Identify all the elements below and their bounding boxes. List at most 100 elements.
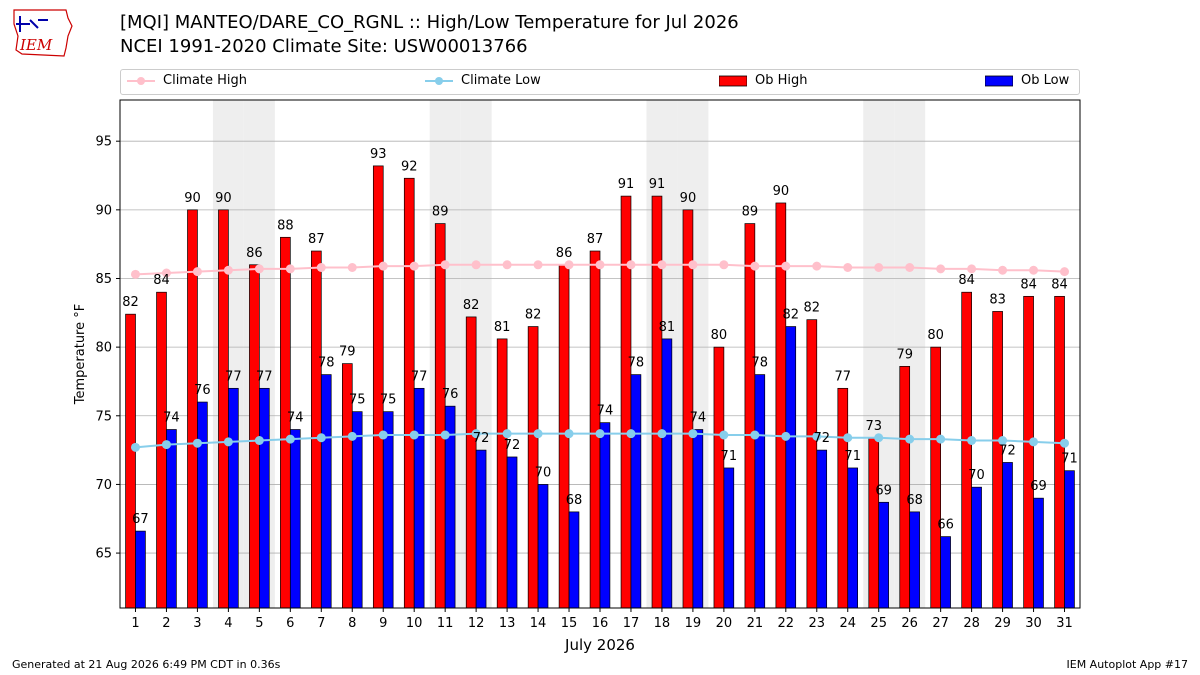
climate-low-point-4 bbox=[223, 437, 233, 447]
ob-high-label-15: 86 bbox=[556, 246, 573, 261]
ob-high-bar-11 bbox=[434, 223, 446, 609]
legend-label-ob-high: Ob High bbox=[755, 73, 808, 88]
ob-high-bar-10 bbox=[403, 177, 415, 609]
climate-high-point-3 bbox=[192, 267, 202, 277]
ob-high-swatch-icon bbox=[719, 75, 747, 86]
climate-high-point-23 bbox=[812, 261, 822, 271]
ob-high-label-8: 79 bbox=[339, 345, 356, 360]
ob-high-label-26: 79 bbox=[896, 347, 913, 362]
climate-high-line-icon bbox=[127, 76, 155, 85]
climate-high-point-30 bbox=[1029, 265, 1039, 275]
climate-low-point-1 bbox=[130, 442, 140, 452]
ob-low-bar-4 bbox=[228, 387, 239, 609]
ob-low-bar-8 bbox=[351, 411, 363, 609]
climate-high-point-16 bbox=[595, 260, 605, 270]
x-tick-label-29: 29 bbox=[994, 616, 1011, 631]
x-tick-label-1: 1 bbox=[131, 616, 139, 631]
x-tick-label-17: 17 bbox=[623, 616, 640, 631]
ob-low-label-20: 71 bbox=[721, 449, 738, 464]
ob-low-label-11: 76 bbox=[442, 387, 459, 402]
x-tick-label-26: 26 bbox=[901, 616, 918, 631]
x-tick-label-31: 31 bbox=[1056, 616, 1073, 631]
climate-high-point-7 bbox=[316, 263, 326, 273]
climate-high-point-14 bbox=[533, 260, 543, 270]
y-axis-label: Temperature °F bbox=[73, 304, 88, 405]
ob-high-bar-12 bbox=[465, 316, 477, 609]
ob-low-bar-14 bbox=[537, 484, 549, 609]
ob-high-label-6: 88 bbox=[277, 218, 294, 233]
legend-label-climate-high: Climate High bbox=[163, 73, 248, 88]
ob-low-bar-9 bbox=[382, 411, 394, 609]
ob-high-bar-28 bbox=[961, 291, 972, 609]
ob-low-bar-3 bbox=[197, 401, 208, 609]
ob-high-label-23: 82 bbox=[804, 301, 821, 316]
ob-high-label-10: 92 bbox=[401, 159, 418, 174]
ob-low-label-10: 77 bbox=[411, 369, 428, 384]
ob-low-label-12: 72 bbox=[473, 431, 490, 446]
ob-high-bar-21 bbox=[744, 223, 756, 609]
ob-high-bar-18 bbox=[651, 195, 663, 609]
ob-low-label-25: 69 bbox=[875, 483, 892, 498]
climate-low-point-14 bbox=[533, 429, 543, 439]
climate-high-point-26 bbox=[905, 263, 915, 273]
climate-high-point-8 bbox=[347, 263, 357, 273]
ob-low-bar-24 bbox=[847, 467, 859, 609]
ob-low-bar-31 bbox=[1064, 470, 1075, 609]
climate-high-point-11 bbox=[440, 260, 450, 270]
y-tick-label-95: 95 bbox=[95, 135, 112, 150]
ob-low-bar-22 bbox=[785, 326, 797, 609]
ob-high-label-7: 87 bbox=[308, 232, 325, 247]
y-tick-label-65: 65 bbox=[95, 547, 112, 562]
climate-low-point-15 bbox=[564, 429, 574, 439]
climate-low-point-7 bbox=[316, 433, 326, 443]
climate-low-point-5 bbox=[254, 435, 264, 445]
ob-low-label-6: 74 bbox=[287, 411, 304, 426]
weather-station-icon bbox=[16, 16, 48, 32]
ob-low-label-19: 74 bbox=[690, 411, 707, 426]
ob-high-bar-1 bbox=[125, 313, 136, 609]
climate-low-point-8 bbox=[347, 431, 357, 441]
climate-low-point-18 bbox=[657, 429, 667, 439]
climate-high-point-1 bbox=[130, 269, 140, 279]
ob-high-label-1: 82 bbox=[122, 295, 139, 310]
ob-high-label-29: 83 bbox=[989, 292, 1006, 307]
climate-low-point-9 bbox=[378, 430, 388, 440]
climate-high-point-31 bbox=[1060, 267, 1070, 277]
logo-text: IEM bbox=[19, 36, 53, 54]
x-tick-label-19: 19 bbox=[685, 616, 702, 631]
x-tick-label-4: 4 bbox=[224, 616, 232, 631]
ob-high-bar-17 bbox=[620, 195, 632, 609]
ob-low-label-13: 72 bbox=[504, 438, 521, 453]
ob-low-label-28: 70 bbox=[968, 468, 985, 483]
climate-high-point-5 bbox=[254, 264, 264, 274]
y-tick-label-70: 70 bbox=[95, 478, 112, 493]
ob-low-bar-20 bbox=[723, 467, 735, 609]
climate-low-point-30 bbox=[1029, 437, 1039, 447]
climate-high-point-10 bbox=[409, 261, 419, 271]
ob-low-label-26: 68 bbox=[906, 493, 923, 508]
ob-high-label-24: 77 bbox=[835, 369, 852, 384]
legend-item-ob-high: Ob High bbox=[719, 73, 808, 88]
ob-low-bar-17 bbox=[630, 374, 642, 609]
ob-high-label-17: 91 bbox=[618, 177, 635, 192]
climate-high-point-22 bbox=[781, 261, 791, 271]
climate-low-point-13 bbox=[502, 429, 512, 439]
climate-low-point-23 bbox=[812, 431, 822, 441]
ob-low-bar-27 bbox=[940, 536, 951, 609]
ob-high-label-9: 93 bbox=[370, 147, 387, 162]
climate-low-line-icon bbox=[425, 76, 453, 85]
x-tick-label-11: 11 bbox=[437, 616, 454, 631]
chart-subtitle: NCEI 1991-2020 Climate Site: USW00013766 bbox=[120, 36, 528, 57]
ob-low-bar-12 bbox=[475, 449, 487, 609]
ob-low-label-22: 82 bbox=[782, 308, 799, 323]
ob-low-label-9: 75 bbox=[380, 393, 397, 408]
x-tick-label-14: 14 bbox=[530, 616, 547, 631]
climate-low-point-10 bbox=[409, 430, 419, 440]
climate-high-point-18 bbox=[657, 260, 667, 270]
legend-label-climate-low: Climate Low bbox=[461, 73, 541, 88]
climate-low-point-11 bbox=[440, 430, 450, 440]
climate-high-point-9 bbox=[378, 261, 388, 271]
ob-high-label-13: 81 bbox=[494, 320, 511, 335]
ob-high-bar-25 bbox=[868, 437, 880, 609]
